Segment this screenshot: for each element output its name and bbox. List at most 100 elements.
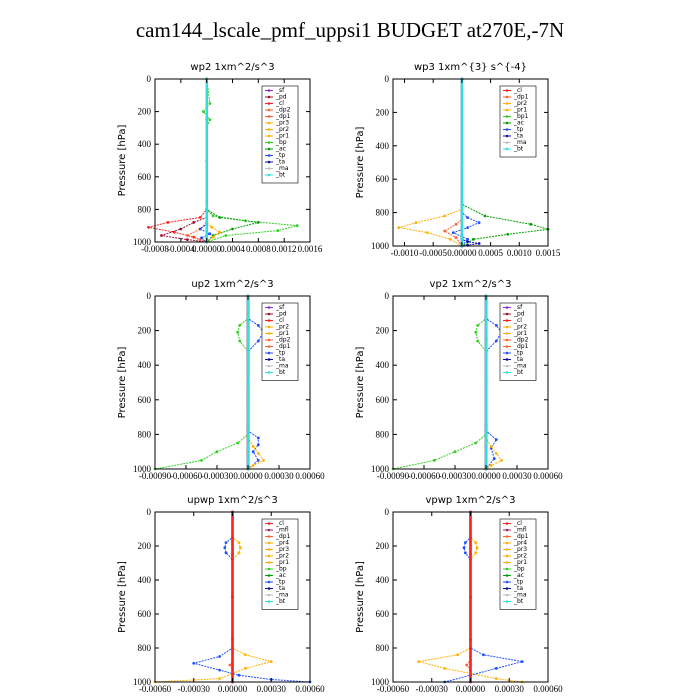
legend-marker [505,147,509,151]
series-tp-point [462,546,466,550]
y-tick-label: 1000 [371,677,390,687]
series-ac-point [506,232,510,236]
y-tick-label: 400 [138,139,152,149]
series-pr-point [256,452,260,455]
series-tp-point [482,653,485,657]
legend-marker [267,371,271,374]
x-tick-label: 0.00030 [495,684,525,694]
legend-marker [267,147,271,151]
panel-title: wp3 1xm^{3} s^{-4} [414,62,527,73]
legend-entry: _bp [513,566,525,573]
legend-entry: _pr1 [513,330,527,337]
legend-marker [267,134,271,138]
legend-entry: _dp2 [275,107,291,114]
x-tick-label: 0.00000 [456,684,486,694]
series-tp-point [256,324,260,327]
series-pr-point [474,551,478,555]
series-tp-point [237,673,241,677]
legend-marker [267,364,271,368]
series-pr-point [494,452,498,455]
legend-marker [505,141,509,144]
series-pr-point [475,546,479,550]
legend-entry: _ta [275,159,285,166]
series-tp-point [492,457,496,460]
y-tick-label: 600 [376,395,390,405]
legend-entry: _cl [275,100,284,107]
y-tick-label: 0 [147,74,152,84]
series-ac-line [206,79,259,243]
legend-entry: _pr1 [513,107,527,114]
x-tick-label: 0.00060 [295,684,325,694]
x-tick-label: -0.00060 [408,471,441,481]
legend-marker [505,102,509,105]
legend-marker [505,358,509,361]
y-tick-label: 200 [376,107,390,117]
legend-entry: _dp1 [513,533,529,540]
series-pd-point [185,238,189,242]
legend-entry: _pd [275,94,287,101]
legend-entry: _ta [275,585,285,592]
x-tick-label: 0.0005 [478,248,503,258]
legend-marker [267,95,271,99]
series-pr-point [414,221,418,225]
panel-title: wp2 1xm^2/s^3 [190,62,274,73]
legend-marker [267,89,271,92]
x-tick-label: -0.00060 [170,471,203,481]
legend-entry: _dp2 [513,337,529,344]
series-pr-line [398,79,463,247]
series-pr-point [269,660,273,663]
legend-marker [267,325,271,329]
legend-marker [267,154,271,157]
y-tick-label: 600 [138,395,152,405]
legend-marker [505,128,509,131]
series-pr-point [251,464,255,467]
legend-entry: _bt [513,598,524,605]
series-bp-line [154,296,249,470]
y-axis-label: Pressure [hPa] [355,127,366,199]
legend-marker [505,522,509,525]
series-tp-point [224,541,228,544]
series-bp-line [392,296,487,470]
series-tp-point [192,661,196,665]
legend-entry: _tp [275,152,285,159]
legend-marker [505,319,509,322]
y-tick-label: 1000 [371,241,390,251]
legend-marker [505,554,509,558]
y-tick-label: 0 [385,74,390,84]
series-bp-line [202,78,298,243]
panel-4: vp2 1xm^2/s^3 Pressure [hPa] 0 200 400 600 800… [355,279,563,481]
legend-entry: _pd [513,311,525,318]
panel-title: up2 1xm^2/s^3 [191,279,273,290]
series-pr-point [417,660,421,663]
y-tick-label: 200 [138,107,152,117]
y-tick-label: 0 [147,291,152,301]
legend-entry: _dp1 [513,343,529,350]
legend-box [261,85,299,184]
series-ac-point [483,214,487,218]
legend-entry: _tp [513,350,523,357]
legend-marker [505,535,509,538]
legend-marker [267,541,271,545]
series-bp-point [453,450,457,454]
series-tp-point [218,668,222,672]
legend-entry: _pr4 [513,540,527,547]
series-pd-point [192,221,196,224]
legend-entry: _dp1 [275,113,291,120]
series-pr-point [218,230,222,234]
series-pr-point [244,667,247,670]
series-bp-point [432,459,436,462]
legend-marker [505,561,509,564]
legend-entry: _bp [275,139,287,146]
y-tick-label: 0 [385,507,390,517]
legend-entry: _pr2 [513,324,527,331]
y-tick-label: 0 [385,291,390,301]
x-tick-label: 0.00000 [233,471,263,481]
legend-marker [267,167,271,170]
y-axis-label: Pressure [hPa] [355,561,366,633]
series-pr-point [238,546,242,550]
series-cl-point [469,595,472,599]
legend-marker [505,351,509,355]
x-tick-label: 0.0010 [507,248,532,258]
legend-entry: _mfl [275,527,289,534]
legend-marker [505,541,509,545]
